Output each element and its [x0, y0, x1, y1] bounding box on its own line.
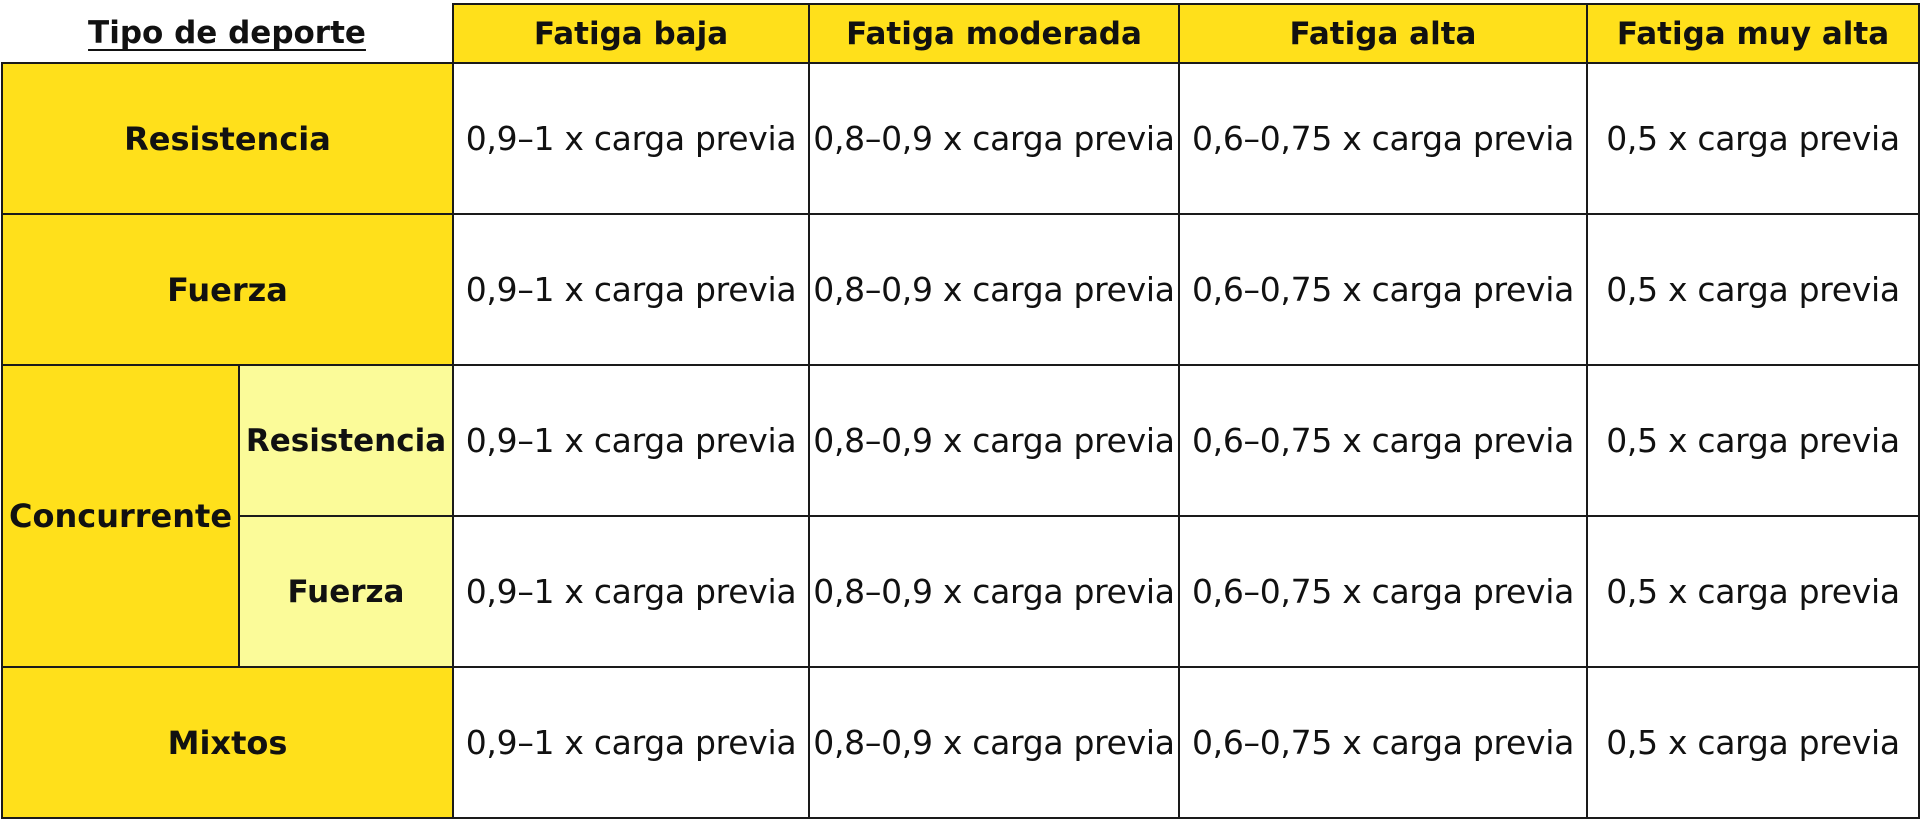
- table-row-mixtos: Mixtos 0,9–1 x carga previa 0,8–0,9 x ca…: [1, 666, 1920, 819]
- value-cell: 0,5 x carga previa: [1586, 364, 1920, 517]
- table-row-resistencia: Resistencia 0,9–1 x carga previa 0,8–0,9…: [1, 62, 1920, 215]
- table-row-fuerza: Fuerza 0,9–1 x carga previa 0,8–0,9 x ca…: [1, 213, 1920, 366]
- value-cell: 0,6–0,75 x carga previa: [1178, 62, 1588, 215]
- fatigue-load-table: Tipo de deporte Fatiga baja Fatiga moder…: [1, 3, 1920, 819]
- corner-header-title: Tipo de deporte: [88, 15, 366, 51]
- value-cell: 0,6–0,75 x carga previa: [1178, 515, 1588, 668]
- value-cell: 0,5 x carga previa: [1586, 515, 1920, 668]
- value-cell: 0,8–0,9 x carga previa: [808, 515, 1180, 668]
- value-cell: 0,9–1 x carga previa: [452, 364, 810, 517]
- table-row-concurrente-fuerza: Fuerza 0,9–1 x carga previa 0,8–0,9 x ca…: [2, 515, 1920, 668]
- column-header-low-fatigue: Fatiga baja: [452, 3, 810, 64]
- value-cell: 0,8–0,9 x carga previa: [808, 213, 1180, 366]
- value-cell: 0,9–1 x carga previa: [452, 62, 810, 215]
- table-row-concurrente-resistencia: Concurrente Resistencia 0,9–1 x carga pr…: [1, 364, 1920, 668]
- value-cell: 0,9–1 x carga previa: [452, 666, 810, 819]
- value-cell: 0,6–0,75 x carga previa: [1178, 666, 1588, 819]
- value-cell: 0,8–0,9 x carga previa: [808, 62, 1180, 215]
- sport-label-fuerza: Fuerza: [1, 213, 454, 366]
- value-cell: 0,5 x carga previa: [1586, 666, 1920, 819]
- column-header-high-fatigue: Fatiga alta: [1178, 3, 1588, 64]
- subsport-label-fuerza: Fuerza: [238, 515, 454, 668]
- value-cell: 0,9–1 x carga previa: [452, 213, 810, 366]
- sport-label-resistencia: Resistencia: [1, 62, 454, 215]
- column-header-very-high-fatigue: Fatiga muy alta: [1586, 3, 1920, 64]
- value-cell: 0,8–0,9 x carga previa: [808, 666, 1180, 819]
- sport-label-concurrente: Concurrente: [1, 364, 240, 668]
- subsport-label-resistencia: Resistencia: [238, 364, 454, 517]
- value-cell: 0,6–0,75 x carga previa: [1178, 213, 1588, 366]
- corner-header-cell: Tipo de deporte: [2, 4, 454, 64]
- sport-label-mixtos: Mixtos: [1, 666, 454, 819]
- value-cell: 0,9–1 x carga previa: [452, 515, 810, 668]
- table-header-row: Tipo de deporte Fatiga baja Fatiga moder…: [2, 3, 1920, 64]
- value-cell: 0,8–0,9 x carga previa: [808, 364, 1180, 517]
- value-cell: 0,5 x carga previa: [1586, 213, 1920, 366]
- value-cell: 0,5 x carga previa: [1586, 62, 1920, 215]
- value-cell: 0,6–0,75 x carga previa: [1178, 364, 1588, 517]
- column-header-moderate-fatigue: Fatiga moderada: [808, 3, 1180, 64]
